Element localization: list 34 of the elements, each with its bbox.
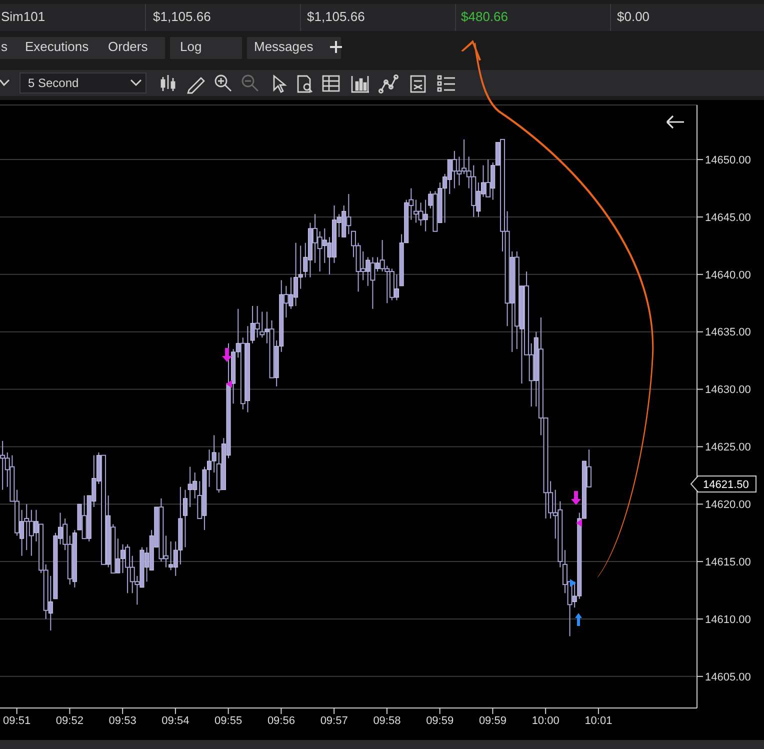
y-tick-label: 14615.00 (705, 556, 751, 568)
text: Sim101 (1, 9, 46, 24)
y-tick-label: 14605.00 (705, 671, 751, 684)
y-tick-label: 14645.00 (705, 212, 751, 224)
text: s (1, 39, 8, 54)
y-tick-label: 14610.00 (705, 614, 751, 626)
text: 5 Second (28, 76, 79, 90)
text: $1,105.66 (307, 9, 365, 24)
y-tick-label: 14640.00 (705, 269, 751, 282)
x-tick-label: 09:57 (320, 714, 348, 727)
x-tick-label: 09:53 (108, 714, 136, 727)
x-tick-label: 09:52 (56, 714, 84, 727)
text: 14621.50 (703, 479, 749, 491)
text: Messages (254, 39, 314, 54)
text: $480.66 (461, 9, 508, 24)
x-tick-label: 09:55 (214, 714, 242, 727)
x-tick-label: 09:59 (478, 714, 506, 727)
x-tick-label: 09:54 (162, 714, 190, 727)
text: Orders (108, 39, 148, 54)
y-tick-label: 14650.00 (705, 154, 751, 166)
x-tick-label: 09:59 (426, 714, 454, 727)
x-tick-label: 10:01 (584, 714, 612, 727)
y-tick-label: 14620.00 (705, 499, 751, 512)
text: Executions (25, 39, 90, 54)
x-tick-label: 09:58 (373, 714, 401, 727)
text: $1,105.66 (153, 9, 211, 24)
text: Log (180, 39, 202, 54)
x-tick-label: 09:56 (267, 714, 295, 727)
y-tick-label: 14635.00 (705, 326, 751, 339)
x-tick-label: 09:51 (3, 714, 31, 727)
y-tick-label: 14625.00 (705, 442, 751, 454)
x-tick-label: 10:00 (532, 714, 560, 727)
y-tick-label: 14630.00 (705, 384, 751, 396)
text: $0.00 (617, 9, 650, 24)
